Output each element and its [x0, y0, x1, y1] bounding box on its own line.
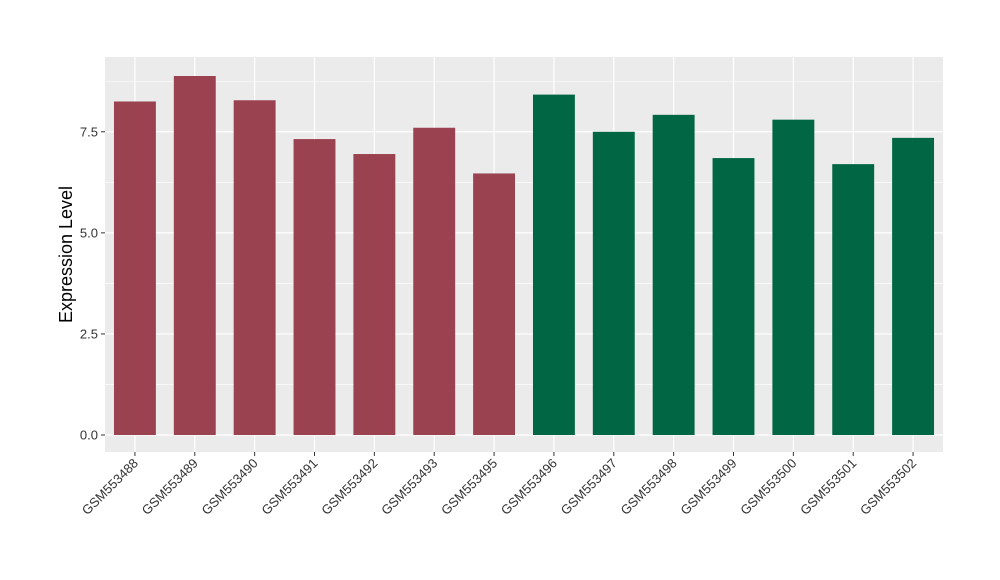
bar-gsm553489 — [173, 76, 216, 436]
bar-series — [113, 76, 935, 436]
bar-gsm553501 — [832, 164, 875, 436]
y-tick-label: 5.0 — [80, 225, 98, 240]
x-tick-label: GSM553497 — [558, 456, 620, 518]
x-tick-label: GSM553499 — [677, 456, 739, 518]
x-axis: GSM553488GSM553489GSM553490GSM553491GSM5… — [79, 452, 919, 518]
x-tick-label: GSM553495 — [438, 456, 500, 518]
bar-gsm553500 — [772, 119, 815, 436]
x-tick-label: GSM553493 — [378, 456, 440, 518]
x-tick-label: GSM553492 — [318, 456, 380, 518]
plot-panel — [105, 57, 943, 452]
x-tick-label: GSM553498 — [618, 456, 680, 518]
x-tick-label: GSM553501 — [797, 456, 859, 518]
y-axis-title: Expression Level — [56, 186, 76, 323]
bar-gsm553490 — [233, 100, 276, 436]
x-tick-label: GSM553488 — [79, 456, 141, 518]
x-tick-label: GSM553490 — [199, 456, 261, 518]
bar-gsm553493 — [413, 127, 456, 436]
bar-gsm553488 — [113, 101, 156, 436]
x-tick-label: GSM553496 — [498, 456, 560, 518]
y-tick-label: 0.0 — [80, 428, 98, 443]
y-tick-label: 2.5 — [80, 326, 98, 341]
bar-gsm553491 — [293, 139, 336, 436]
y-tick-label: 7.5 — [80, 124, 98, 139]
x-tick-label: GSM553491 — [258, 456, 320, 518]
x-tick-label: GSM553500 — [737, 456, 799, 518]
bar-gsm553495 — [473, 173, 516, 436]
x-tick-label: GSM553502 — [857, 456, 919, 518]
bar-gsm553492 — [353, 154, 396, 436]
y-axis: 0.0 2.5 5.0 7.5 — [80, 124, 105, 443]
bar-gsm553499 — [712, 158, 755, 436]
bar-gsm553498 — [652, 114, 695, 436]
bar-gsm553496 — [532, 94, 575, 436]
x-tick-label: GSM553489 — [139, 456, 201, 518]
bar-gsm553502 — [892, 137, 935, 436]
bar-gsm553497 — [592, 131, 635, 436]
